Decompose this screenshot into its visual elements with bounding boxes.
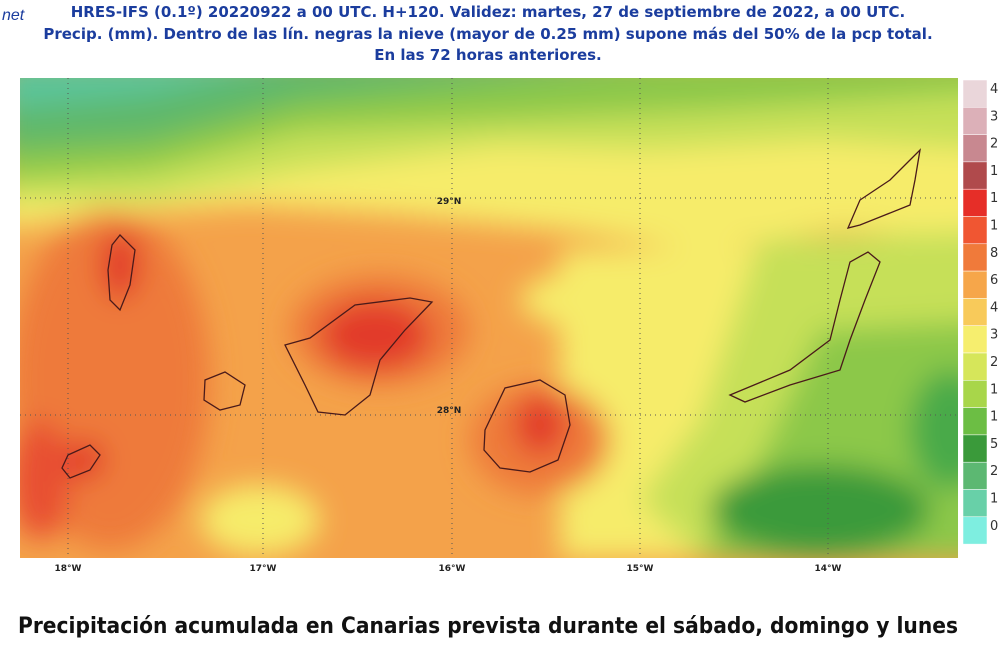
colorbar-label: 0 bbox=[990, 519, 998, 534]
colorbar-cell bbox=[962, 516, 988, 545]
lon-label: 18°W bbox=[55, 564, 82, 574]
colorbar-cell bbox=[962, 188, 988, 217]
colorbar-label: 6 bbox=[990, 273, 998, 288]
colorbar-label: 5 bbox=[990, 437, 998, 452]
colorbar-label: 1 bbox=[990, 410, 998, 425]
caption: Precipitación acumulada en Canarias prev… bbox=[18, 614, 958, 639]
header-line: Precip. (mm). Dentro de las lín. negras … bbox=[43, 25, 932, 43]
colorbar-cell bbox=[962, 352, 988, 381]
map bbox=[20, 78, 958, 558]
colorbar-cell bbox=[962, 325, 988, 354]
colorbar-cell bbox=[962, 434, 988, 463]
logo: net bbox=[2, 7, 25, 24]
colorbar-label: 1 bbox=[990, 492, 998, 507]
colorbar-cell bbox=[962, 270, 988, 299]
header-line: En las 72 horas anteriores. bbox=[374, 46, 602, 64]
colorbar-cell bbox=[962, 243, 988, 272]
colorbar-label: 2 bbox=[990, 464, 998, 479]
lat-label: 29°N bbox=[437, 197, 462, 207]
colorbar-label: 2 bbox=[990, 137, 998, 152]
colorbar-label: 3 bbox=[990, 328, 998, 343]
colorbar-label: 8 bbox=[990, 246, 998, 261]
colorbar-label: 1 bbox=[990, 219, 998, 234]
colorbar-cell bbox=[962, 380, 988, 408]
header-line: HRES-IFS (0.1º) 20220922 a 00 UTC. H+120… bbox=[71, 3, 906, 21]
island bbox=[483, 379, 571, 473]
colorbar-cell bbox=[962, 298, 988, 326]
colorbar-label: 2 bbox=[990, 355, 998, 370]
lon-label: 14°W bbox=[815, 564, 842, 574]
island bbox=[846, 148, 921, 229]
colorbar-cell bbox=[962, 134, 988, 163]
lat-label: 28°N bbox=[437, 406, 462, 416]
colorbar-cell bbox=[962, 216, 988, 245]
island bbox=[284, 297, 434, 416]
island bbox=[107, 234, 136, 312]
colorbar-label: 1 bbox=[990, 164, 998, 179]
island bbox=[203, 371, 246, 411]
colorbar-cell bbox=[962, 79, 988, 108]
colorbar-label: 4 bbox=[990, 82, 998, 97]
colorbar-cell bbox=[962, 407, 988, 436]
colorbar-label: 4 bbox=[990, 300, 998, 315]
colorbar-cell bbox=[962, 107, 988, 135]
colorbar-cell bbox=[962, 461, 988, 490]
colorbar-label: 1 bbox=[990, 191, 998, 206]
colorbar: 4 3 2 1 1 1 8 6 4 3 2 1 1 5 2 1 0 bbox=[962, 79, 998, 545]
island bbox=[61, 444, 101, 479]
colorbar-cell bbox=[962, 489, 988, 518]
colorbar-cell bbox=[962, 161, 988, 190]
island bbox=[728, 251, 881, 403]
colorbar-label: 3 bbox=[990, 109, 998, 124]
lon-label: 17°W bbox=[250, 564, 277, 574]
lon-label: 16°W bbox=[439, 564, 466, 574]
lon-label: 15°W bbox=[627, 564, 654, 574]
colorbar-label: 1 bbox=[990, 382, 998, 397]
